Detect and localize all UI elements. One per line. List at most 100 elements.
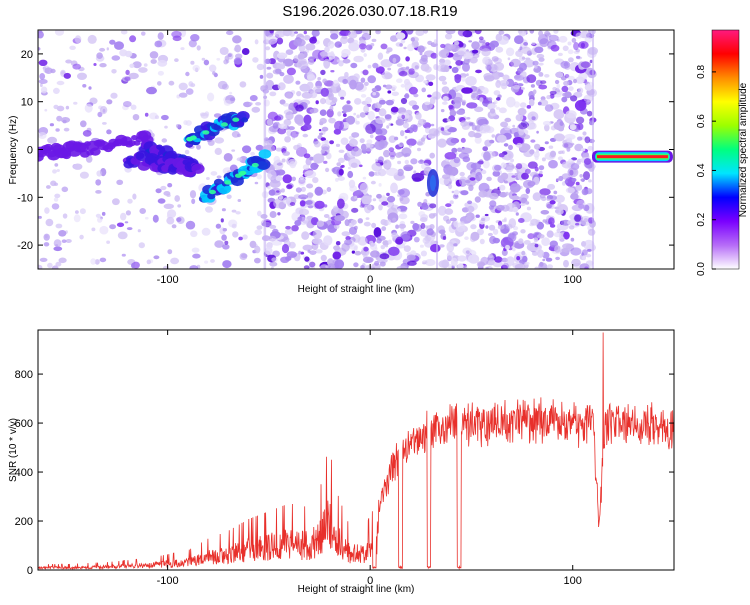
spectrogram-noise-blob xyxy=(540,80,547,84)
spectrogram-noise-blob xyxy=(555,256,560,261)
spectrogram-noise-blob xyxy=(537,234,545,239)
spectrogram-noise-blob xyxy=(238,236,243,241)
spectrogram-noise-blob xyxy=(378,108,387,117)
spectrogram-noise-blob xyxy=(353,73,360,81)
spectrogram-noise-blob xyxy=(274,121,280,125)
spectrogram-noise-blob xyxy=(526,74,537,83)
spectrogram-noise-blob xyxy=(363,246,369,252)
spectrogram-noise-blob xyxy=(320,87,329,97)
spectrogram-noise-blob xyxy=(351,207,359,213)
spectrogram-noise-blob xyxy=(413,170,417,174)
spectrogram-noise-blob xyxy=(474,106,484,113)
spectrogram-noise-blob xyxy=(231,149,236,152)
spectrogram-noise-blob xyxy=(285,49,294,55)
spectrogram-noise-blob xyxy=(326,108,334,118)
spectrogram-noise-blob xyxy=(440,49,450,58)
spectrogram-noise-blob xyxy=(498,107,507,114)
spectrogram-noise-blob xyxy=(571,177,577,182)
spectrogram-noise-blob xyxy=(171,30,182,38)
spectrogram-noise-blob xyxy=(317,77,322,81)
spectrogram-noise-blob xyxy=(362,69,369,76)
spectrogram-noise-blob xyxy=(521,56,526,60)
spectrogram-noise-blob xyxy=(276,37,284,45)
spectrogram-noise-blob xyxy=(287,158,298,167)
spectrogram-noise-blob xyxy=(564,91,572,99)
spectrogram-noise-blob xyxy=(278,195,284,200)
spectrogram-noise-blob xyxy=(252,57,259,63)
spectrogram-noise-blob xyxy=(382,240,390,246)
spectrogram-noise-blob xyxy=(237,133,241,138)
spectrogram-noise-blob xyxy=(470,231,480,241)
snr-ylabel: SNR (10 * v/v) xyxy=(8,418,19,482)
spectrogram-noise-blob xyxy=(504,117,512,123)
spectrogram-noise-blob xyxy=(157,198,166,204)
spectrogram-noise-blob xyxy=(61,239,67,243)
spectrogram-noise-blob xyxy=(578,72,588,81)
spectrogram-noise-blob xyxy=(568,225,575,230)
spectrogram-noise-blob xyxy=(384,114,392,120)
spectrogram-noise-blob xyxy=(444,152,457,160)
spectrogram-noise-blob xyxy=(207,139,215,146)
spectrogram-noise-blob xyxy=(282,197,292,205)
spectrogram-noise-blob xyxy=(267,185,271,190)
spectrogram-noise-blob xyxy=(254,245,261,254)
spectrogram-noise-blob xyxy=(157,32,164,40)
spectrogram-ylabel: Frequency (Hz) xyxy=(8,116,19,185)
spectrogram-noise-blob xyxy=(414,65,419,69)
spectrogram-noise-blob xyxy=(56,169,60,172)
spectrogram-noise-blob xyxy=(546,230,554,238)
spectrogram-noise-blob xyxy=(465,76,477,86)
spectrogram-noise-blob xyxy=(460,137,466,143)
spectrogram-noise-blob xyxy=(371,162,383,172)
spectrogram-noise-blob xyxy=(55,223,63,229)
spectrogram-noise-blob xyxy=(65,105,70,110)
spectrogram-noise-blob xyxy=(500,172,509,180)
spectrogram-noise-blob xyxy=(553,133,565,142)
spectrogram-noise-blob xyxy=(305,200,313,205)
spectrogram-noise-blob xyxy=(347,37,355,44)
spectrogram-noise-blob xyxy=(521,71,527,78)
spectrogram-noise-blob xyxy=(518,196,522,200)
spectrogram-noise-blob xyxy=(267,235,277,242)
spectrogram-noise-blob xyxy=(583,218,589,223)
spectrogram-noise-blob xyxy=(167,183,173,188)
spectrogram-noise-blob xyxy=(534,266,540,269)
spectrogram-noise-blob xyxy=(532,192,542,202)
spectrogram-noise-blob xyxy=(360,143,367,151)
spectrogram-noise-blob xyxy=(286,251,298,258)
spectrogram-noise-blob xyxy=(530,218,539,226)
spectrogram-noise-blob xyxy=(340,137,349,145)
spectrogram-marks xyxy=(38,30,673,269)
spectrogram-noise-blob xyxy=(500,162,507,169)
spectrogram-noise-blob xyxy=(191,247,200,253)
spectrogram-noise-blob xyxy=(329,140,334,145)
spectrogram-noise-blob xyxy=(210,171,218,176)
spectrogram-noise-blob xyxy=(137,229,141,233)
spectrogram-noise-blob xyxy=(517,67,524,74)
spectrogram-noise-blob xyxy=(460,120,468,127)
spectrogram-noise-blob xyxy=(521,172,529,180)
spectrogram-noise-blob xyxy=(495,46,504,53)
spectrogram-noise-blob xyxy=(277,127,287,135)
spectrogram-noise-blob xyxy=(400,66,407,71)
spectrogram-noise-blob xyxy=(481,169,487,175)
spectrogram-noise-blob xyxy=(461,87,473,94)
spectrogram-noise-blob xyxy=(567,75,575,81)
spectrogram-noise-blob xyxy=(55,244,59,247)
spectrogram-ridge-blob xyxy=(89,147,101,156)
spectrogram-noise-blob xyxy=(222,244,230,250)
spectrogram-xlabel: Height of straight line (km) xyxy=(298,284,415,295)
spectrogram-noise-blob xyxy=(430,123,435,127)
spectrogram-noise-blob xyxy=(267,169,277,181)
spectrogram-noise-blob xyxy=(464,236,469,240)
spectrogram-noise-blob xyxy=(570,95,578,102)
spectrogram-noise-blob xyxy=(521,250,526,256)
spectrogram-noise-blob xyxy=(386,219,392,226)
spectrogram-noise-blob xyxy=(109,224,116,230)
spectrogram-noise-blob xyxy=(567,219,576,226)
spectrogram-noise-blob xyxy=(221,234,227,241)
spectrogram-noise-blob xyxy=(45,218,54,227)
spectrogram-noise-blob xyxy=(445,126,450,130)
spectrogram-noise-blob xyxy=(544,74,550,78)
spectrogram-noise-blob xyxy=(91,227,96,232)
